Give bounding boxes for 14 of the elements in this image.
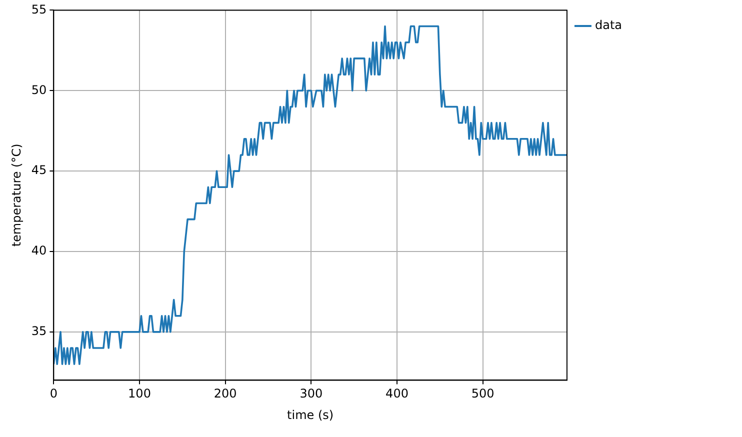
x-axis-title: time (s) <box>287 408 334 422</box>
y-tick-label: 35 <box>31 324 47 338</box>
y-tick-label: 40 <box>31 244 47 258</box>
y-tick-label: 45 <box>31 163 47 178</box>
y-tick-label: 55 <box>31 2 47 16</box>
legend-label: data <box>594 18 622 32</box>
y-tick-label: 50 <box>31 82 47 97</box>
x-tick-label: 400 <box>386 386 408 401</box>
x-tick-label: 200 <box>214 386 237 401</box>
x-tick-label: 0 <box>50 386 58 401</box>
x-tick-label: 500 <box>471 386 494 401</box>
y-axis-title: temperature (°C) <box>9 144 24 247</box>
x-tick-label: 300 <box>300 386 323 401</box>
x-tick-label: 100 <box>128 386 151 401</box>
